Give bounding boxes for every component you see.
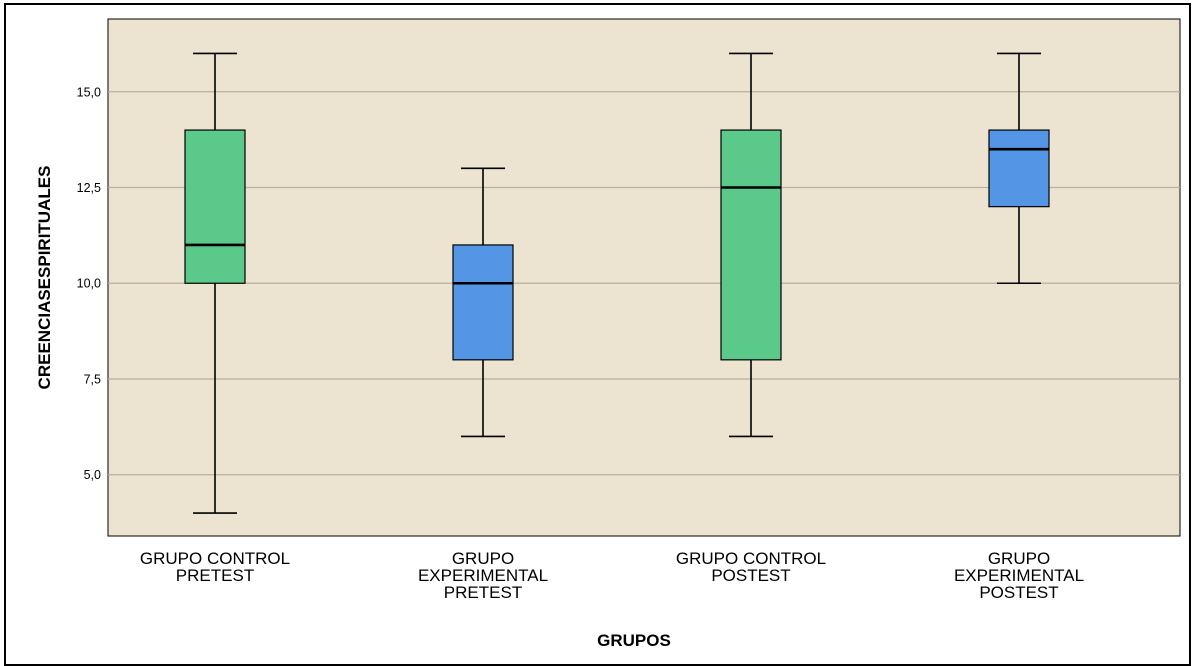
x-category-label-line: GRUPO CONTROL xyxy=(140,549,290,568)
box-group xyxy=(720,52,782,438)
box-iqr xyxy=(988,129,1050,208)
box-group xyxy=(184,52,246,514)
x-category-label-line: PRETEST xyxy=(444,583,522,602)
x-category-label-line: EXPERIMENTAL xyxy=(418,566,548,585)
plot-area xyxy=(107,18,1181,537)
x-category-label-line: EXPERIMENTAL xyxy=(954,566,1084,585)
y-axis-title: CREENCIASESPIRITUALES xyxy=(35,166,54,390)
x-category-label: GRUPO EXPERIMENTAL PRETEST xyxy=(418,549,548,602)
x-category-label-line: PRETEST xyxy=(176,566,254,585)
y-tick-label: 12,5 xyxy=(77,181,101,195)
x-category-label-line: GRUPO xyxy=(988,549,1050,568)
x-axis-title: GRUPOS xyxy=(597,631,671,650)
x-category-label-line: GRUPO CONTROL xyxy=(676,549,826,568)
y-tick-label: 15,0 xyxy=(77,85,101,99)
y-tick-label: 10,0 xyxy=(77,277,101,291)
x-category-label-line: POSTEST xyxy=(711,566,790,585)
box-iqr xyxy=(452,244,514,361)
y-tick-label: 7,5 xyxy=(84,372,101,386)
box-group xyxy=(988,52,1050,285)
x-category-label: GRUPO CONTROL POSTEST xyxy=(676,549,826,585)
x-category-label-line: GRUPO xyxy=(452,549,514,568)
x-category-label-line: POSTEST xyxy=(979,583,1058,602)
box-iqr xyxy=(184,129,246,284)
boxes xyxy=(184,52,1050,514)
y-axis-ticks: 5,0 7,5 10,0 12,5 15,0 xyxy=(77,85,101,482)
x-category-label: GRUPO EXPERIMENTAL POSTEST xyxy=(954,549,1084,602)
box-group xyxy=(452,167,514,438)
x-category-label: GRUPO CONTROL PRETEST xyxy=(140,549,290,585)
box-iqr xyxy=(720,129,782,361)
y-tick-label: 5,0 xyxy=(84,468,101,482)
